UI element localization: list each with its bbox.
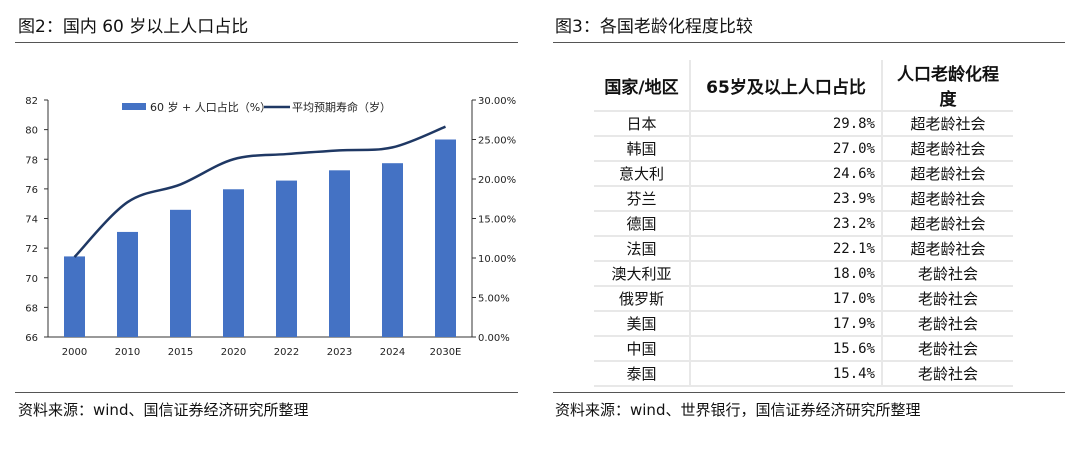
table-cell: 超老龄社会 [882, 186, 1013, 212]
y-right-tick-label: 0.00% [478, 333, 510, 344]
y-left-tick-label: 76 [25, 185, 38, 196]
table-row: 法国 22.1% 超老龄社会 [594, 236, 1013, 262]
table-cell: 芬兰 [594, 186, 690, 212]
table-cell: 15.6% [689, 336, 883, 362]
table-cell: 27.0% [689, 136, 883, 162]
table-row: 芬兰 23.9% 超老龄社会 [594, 186, 1013, 212]
y-left-tick-label: 82 [25, 96, 38, 107]
y-left-tick-label: 80 [25, 126, 38, 137]
y-left-tick-label: 74 [25, 215, 38, 226]
legend-bar-label: 60 岁 + 人口占比（%） [150, 100, 271, 114]
y-left-tick-label: 78 [25, 155, 38, 166]
table-row: 中国 15.6% 老龄社会 [594, 336, 1013, 362]
y-right-tick-label: 20.00% [478, 175, 516, 186]
bar-2022 [276, 180, 297, 337]
bar-2020 [223, 189, 244, 337]
divider [15, 392, 518, 393]
col-header: 65岁及以上人口占比 [689, 60, 883, 112]
col-header: 国家/地区 [594, 60, 690, 112]
bar-2010 [117, 231, 138, 337]
table-cell: 超老龄社会 [882, 236, 1013, 262]
col-header: 人口老龄化程度 [882, 60, 1013, 112]
table-row: 意大利 24.6% 超老龄社会 [594, 161, 1013, 187]
divider [15, 42, 518, 43]
table-cell: 法国 [594, 236, 690, 262]
table-cell: 德国 [594, 211, 690, 237]
bar-2030E [435, 139, 456, 337]
x-tick-label: 2020 [221, 347, 246, 358]
x-tick-label: 2000 [62, 347, 87, 358]
table-cell: 中国 [594, 336, 690, 362]
table-row: 韩国 27.0% 超老龄社会 [594, 136, 1013, 162]
left-figure-title: 图2：国内 60 岁以上人口占比 [18, 17, 249, 37]
table-cell: 老龄社会 [882, 261, 1013, 287]
x-tick-label: 2030E [430, 347, 462, 358]
table-cell: 澳大利亚 [594, 261, 690, 287]
table-cell: 泰国 [594, 361, 690, 387]
y-left-tick-label: 68 [25, 303, 38, 314]
table-row: 澳大利亚 18.0% 老龄社会 [594, 261, 1013, 287]
table-cell: 韩国 [594, 136, 690, 162]
y-left-tick-label: 66 [25, 333, 38, 344]
left-source: 资料来源：wind、国信证券经济研究所整理 [18, 401, 309, 419]
table-cell: 超老龄社会 [882, 161, 1013, 187]
divider [553, 392, 1065, 393]
table-cell: 23.9% [689, 186, 883, 212]
bar-2015 [170, 209, 191, 337]
x-tick-label: 2024 [380, 347, 405, 358]
bar-2024 [382, 163, 403, 337]
table-cell: 老龄社会 [882, 311, 1013, 337]
right-source: 资料来源：wind、世界银行，国信证券经济研究所整理 [555, 401, 921, 419]
x-tick-label: 2023 [327, 347, 352, 358]
table-cell: 俄罗斯 [594, 286, 690, 312]
table-cell: 17.9% [689, 311, 883, 337]
table-cell: 日本 [594, 111, 690, 137]
x-tick-label: 2022 [274, 347, 299, 358]
y-right-tick-label: 25.00% [478, 136, 516, 147]
x-tick-label: 2015 [168, 347, 193, 358]
right-figure-title: 图3：各国老龄化程度比较 [555, 17, 753, 37]
chart: 66 68 70 72 74 76 78 80 82 0.00% 5.00% 10.00% 15.00%… [25, 96, 516, 358]
table-cell: 超老龄社会 [882, 211, 1013, 237]
table-row: 美国 17.9% 老龄社会 [594, 311, 1013, 337]
aging-table: 国家/地区 65岁及以上人口占比 人口老龄化程度 日本 29.8% 超老龄社会 韩国 2… [594, 60, 1013, 387]
table-cell: 老龄社会 [882, 336, 1013, 362]
y-left-tick-label: 72 [25, 244, 38, 255]
table-row: 泰国 15.4% 老龄社会 [594, 361, 1013, 387]
y-right-tick-label: 15.00% [478, 215, 516, 226]
table-cell: 美国 [594, 311, 690, 337]
table-row: 日本 29.8% 超老龄社会 [594, 111, 1013, 137]
table-cell: 29.8% [689, 111, 883, 137]
table-cell: 老龄社会 [882, 361, 1013, 387]
table-cell: 18.0% [689, 261, 883, 287]
divider [553, 42, 1065, 43]
bar-2000 [64, 256, 85, 337]
y-right-tick-label: 10.00% [478, 254, 516, 265]
bar-2023 [329, 170, 350, 337]
y-right-tick-label: 5.00% [478, 294, 510, 305]
y-right-tick-label: 30.00% [478, 96, 516, 107]
table-cell: 24.6% [689, 161, 883, 187]
table-cell: 意大利 [594, 161, 690, 187]
table-row: 德国 23.2% 超老龄社会 [594, 211, 1013, 237]
legend-line-label: 平均预期寿命（岁） [292, 100, 391, 114]
table-cell: 17.0% [689, 286, 883, 312]
table-cell: 15.4% [689, 361, 883, 387]
legend-bar-swatch [122, 103, 146, 110]
table-cell: 23.2% [689, 211, 883, 237]
table-cell: 超老龄社会 [882, 136, 1013, 162]
table-cell: 22.1% [689, 236, 883, 262]
table-cell: 超老龄社会 [882, 111, 1013, 137]
y-left-tick-label: 70 [25, 274, 38, 285]
table-row: 俄罗斯 17.0% 老龄社会 [594, 286, 1013, 312]
table-cell: 老龄社会 [882, 286, 1013, 312]
x-tick-label: 2010 [115, 347, 140, 358]
